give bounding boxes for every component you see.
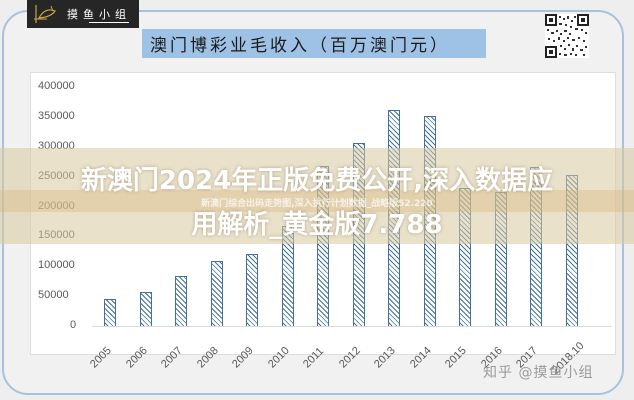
logo-underline — [89, 22, 129, 23]
bar-2009 — [246, 254, 258, 326]
y-tick-label: 350000 — [38, 109, 75, 122]
y-tick-label: 400000 — [38, 80, 75, 92]
overlay-stripe — [0, 190, 634, 212]
logo-text: 摸鱼小组 — [67, 8, 131, 21]
qr-code-icon[interactable] — [545, 14, 589, 58]
overlay-banner — [0, 148, 634, 244]
y-tick-label: 100000 — [38, 259, 75, 272]
headline-line-1: 新澳门2024年正版免费公开,深入数据应 — [80, 166, 554, 196]
fish-logo-icon — [34, 5, 56, 23]
bar-2008 — [210, 260, 223, 326]
bar-2006 — [139, 291, 152, 326]
y-tick-label: 0 — [70, 319, 77, 331]
watermark: 知乎 @摸鱼小组 — [483, 365, 594, 381]
brand-logo: 摸鱼小组 — [27, 0, 139, 28]
x-axis-line — [92, 326, 612, 327]
chart-title: 澳门博彩业毛收入（百万澳门元） — [150, 36, 450, 56]
headline-line-2: 用解析_黄金版7.788 — [191, 210, 443, 240]
bar-2007 — [175, 276, 187, 326]
bar-2005 — [104, 298, 116, 326]
y-tick-label: 50000 — [38, 289, 69, 302]
chart-title-box: 澳门博彩业毛收入（百万澳门元） — [142, 29, 486, 58]
subheadline: 新澳门综合出码走势图,深入执行计划数据_战略版52.220 — [201, 199, 433, 209]
